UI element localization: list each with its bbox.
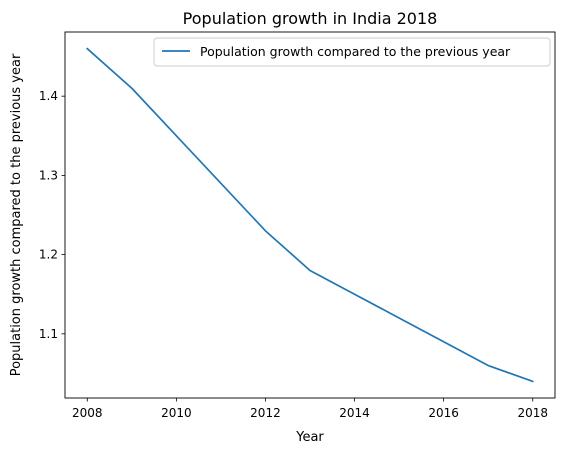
plot-area-frame <box>64 31 556 399</box>
y-tick-label: 1.3 <box>39 168 58 182</box>
x-tick-label: 2016 <box>428 406 459 420</box>
x-axis-label: Year <box>295 430 324 445</box>
x-tick-label: 2012 <box>250 406 281 420</box>
y-axis-ticks: 1.1 1.2 1.3 1.4 <box>39 89 65 341</box>
legend: Population growth compared to the previo… <box>153 37 551 67</box>
y-tick-label: 1.1 <box>39 327 58 341</box>
y-axis-label: Population growth compared to the previo… <box>9 53 24 376</box>
chart-title: Population growth in India 2018 <box>183 9 438 28</box>
legend-box <box>153 37 551 67</box>
x-tick-label: 2018 <box>517 406 548 420</box>
legend-label: Population growth compared to the previo… <box>200 44 511 59</box>
x-tick-label: 2008 <box>72 406 103 420</box>
y-tick-label: 1.2 <box>39 248 58 262</box>
x-tick-label: 2010 <box>161 406 192 420</box>
y-tick-label: 1.4 <box>39 89 58 103</box>
x-axis-ticks: 2008 2010 2012 2014 2016 2018 <box>72 398 548 420</box>
series-line <box>86 47 534 383</box>
x-tick-label: 2014 <box>339 406 370 420</box>
series-layer <box>86 47 534 383</box>
